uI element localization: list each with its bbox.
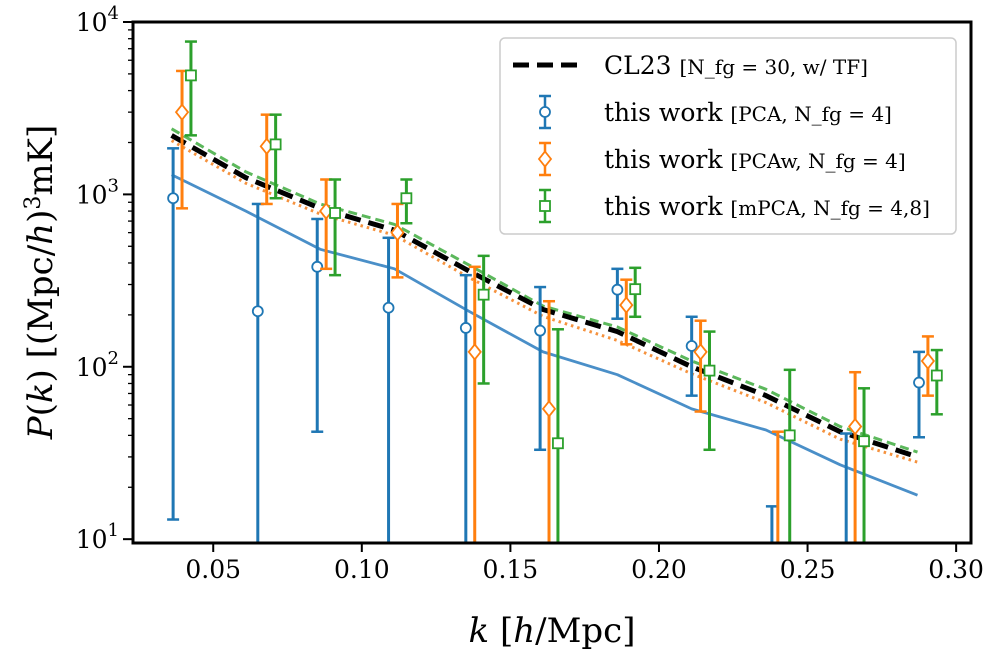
data-point <box>459 322 472 334</box>
data-point <box>703 364 716 377</box>
x-tick-label: 0.25 <box>780 555 836 584</box>
data-point <box>390 223 405 242</box>
data-point <box>400 192 413 205</box>
tick-labels: 0.05 0.10 0.15 0.20 0.25 0.30 101 102 103 104 <box>76 3 984 584</box>
data-point <box>541 399 557 418</box>
data-point <box>685 340 698 352</box>
data-point <box>619 296 634 315</box>
data-point <box>251 305 264 318</box>
y-tick-label: 103 <box>76 175 119 209</box>
data-point <box>477 288 490 301</box>
legend-marker <box>539 106 551 118</box>
diamond-series <box>174 69 936 543</box>
axes-frame <box>131 20 973 545</box>
data-series <box>167 40 943 543</box>
x-tick-label: 0.20 <box>631 555 687 584</box>
x-axis-label: k [h/Mpc] <box>469 611 636 651</box>
x-tick-label: 0.10 <box>334 555 390 584</box>
data-point <box>693 342 708 361</box>
data-point <box>913 376 925 389</box>
x-tick-label: 0.15 <box>483 555 539 584</box>
data-point <box>269 138 282 151</box>
y-axis-label: P(k) [(Mpc/h)3mK] <box>21 125 61 441</box>
data-point <box>534 324 547 337</box>
x-tick-label: 0.05 <box>185 555 241 584</box>
data-point <box>847 417 863 436</box>
x-tick-label: 0.30 <box>928 555 984 584</box>
data-point <box>311 260 324 273</box>
data-point <box>552 437 564 450</box>
legend-label: this work [PCA, N_fg = 4] <box>604 98 892 127</box>
y-tick-label: 101 <box>76 520 119 554</box>
data-point <box>629 283 642 296</box>
plot-area <box>167 40 943 543</box>
data-point <box>185 69 197 82</box>
data-point <box>930 369 943 382</box>
legend-marker <box>537 150 553 168</box>
data-point <box>611 283 624 296</box>
legend-label: CL23 [N_fg = 30, w/ TF] <box>604 51 868 80</box>
data-point <box>329 207 341 219</box>
data-point <box>174 103 190 122</box>
data-point <box>783 429 796 442</box>
legend: CL23 [N_fg = 30, w/ TF] this work [PCA, N… <box>499 37 957 235</box>
legend-box <box>499 37 957 235</box>
square-series <box>184 40 943 543</box>
data-point <box>382 301 395 314</box>
legend-marker <box>539 200 551 212</box>
legend-label: this work [PCAw, N_fg = 4] <box>604 145 906 174</box>
legend-label: this work [mPCA, N_fg = 4,8] <box>604 192 930 221</box>
y-tick-label: 104 <box>76 3 119 37</box>
data-point <box>920 352 936 370</box>
data-point <box>467 342 482 361</box>
circle-series <box>167 147 925 543</box>
data-point <box>858 435 870 448</box>
data-point <box>167 192 180 205</box>
y-tick-label: 102 <box>76 348 119 382</box>
